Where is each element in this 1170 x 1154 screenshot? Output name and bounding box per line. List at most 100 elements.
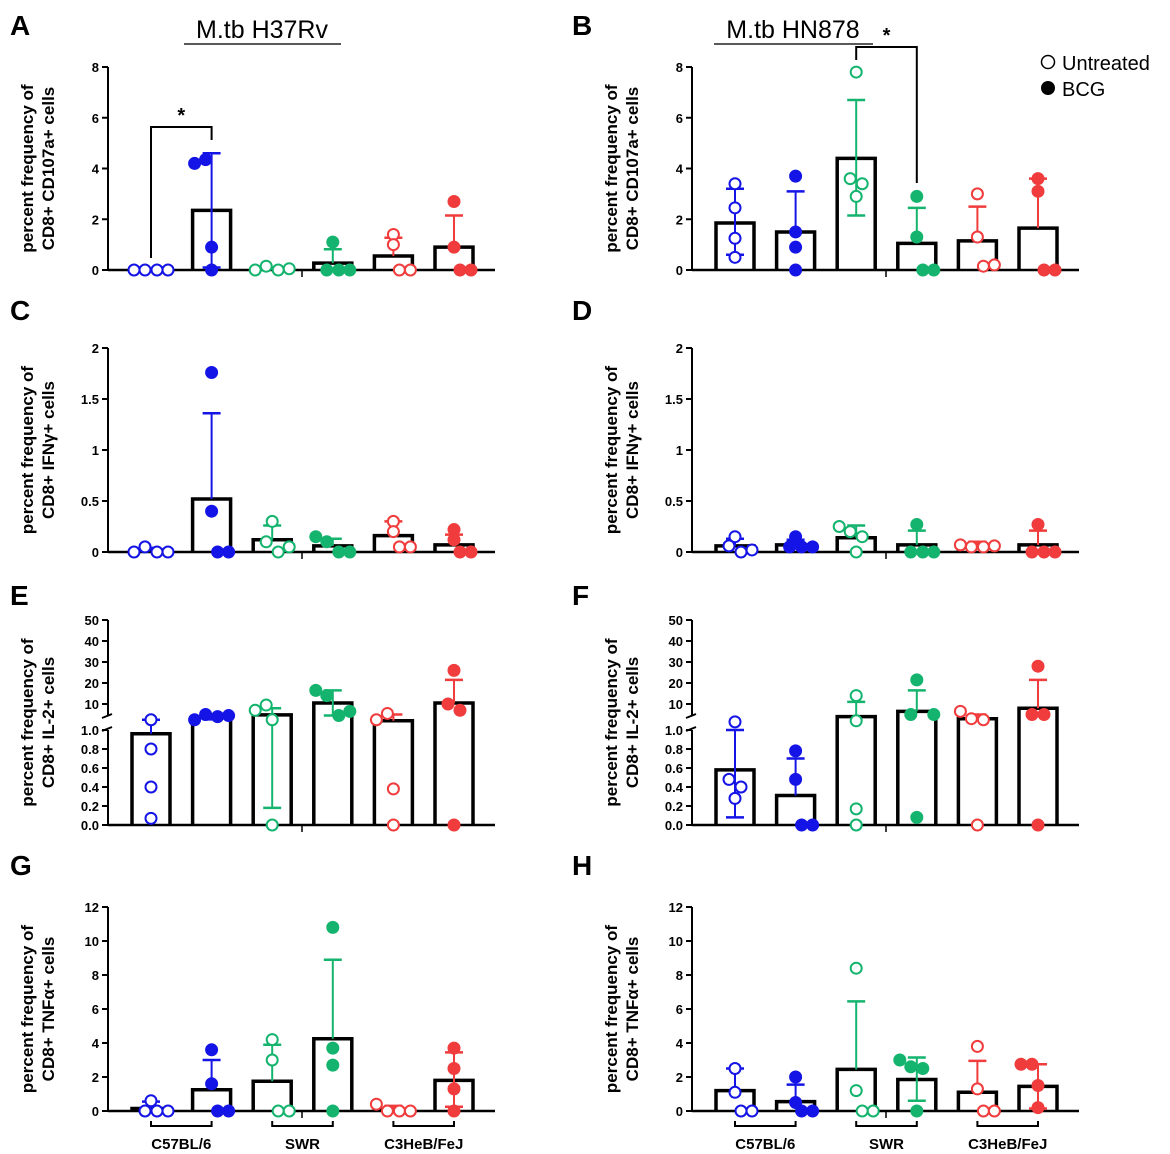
data-point [843,172,857,186]
data-point [832,520,846,533]
x-category-label: C57BL/6 [151,1136,211,1153]
data-point [326,920,340,934]
data-point [916,545,930,559]
data-point [722,539,736,553]
y-tick-label: 1.5 [665,392,683,407]
data-point [326,1104,340,1118]
x-category-label: SWR [869,1136,904,1153]
data-point [789,1070,803,1084]
data-point [326,1041,340,1055]
y-tick-label: 0 [676,1104,683,1119]
y-tick-label: 0.4 [81,780,100,795]
data-point [403,1104,417,1118]
y-tick-label: 2 [676,341,683,356]
y-tick-label: 1.0 [665,723,683,738]
y-tick-label: 0.2 [665,799,683,814]
strain-bracket [392,1121,455,1127]
data-point [970,187,984,201]
strain-bracket [271,1121,334,1127]
y-tick-label: 0.0 [665,818,683,833]
y-tick-label: 6 [676,1002,683,1017]
y-tick-label: 0.6 [665,761,683,776]
data-point [910,673,924,687]
data-point [464,263,478,277]
bar-group [248,698,293,832]
bar-group [190,365,236,559]
data-point [849,545,863,559]
panel-letter: B [572,10,592,41]
y-axis-label: percent frequency of [18,84,37,252]
data-point [953,704,967,718]
data-point [789,744,803,758]
bar-group [372,227,417,277]
data-point [447,533,461,547]
data-point [144,1094,158,1108]
data-point [843,525,857,539]
data-point [150,545,164,559]
data-point [1031,1079,1045,1092]
bar-group [251,514,296,559]
y-tick-label: 1 [92,443,99,458]
bar [1017,706,1059,825]
data-point [1031,818,1045,832]
data-point [282,540,296,554]
data-point [795,1104,809,1118]
y-tick-label: 0.2 [81,799,99,814]
data-point [855,1104,869,1118]
data-point [734,780,748,794]
bar [312,701,354,825]
significance-bracket [855,46,918,183]
data-point [1037,545,1051,559]
bar-group [714,1062,759,1118]
data-point [199,708,213,721]
data-point [789,263,803,277]
bar-group [896,673,941,825]
bar-group [774,744,820,832]
y-tick-label: 40 [85,634,99,649]
bar-group [835,65,877,270]
bar-group [893,1053,938,1118]
data-point [282,1104,296,1118]
data-point [976,259,990,273]
y-tick-label: 2 [676,1070,683,1085]
bar-group [832,520,877,559]
y-tick-label: 8 [676,968,683,983]
y-axis-label: percent frequency of [602,84,621,252]
data-point [127,545,141,559]
data-point [910,189,924,203]
bar-group [433,523,478,559]
data-point [271,1104,285,1118]
data-point [386,525,400,539]
data-point [259,698,273,712]
bar-group [953,538,1001,554]
data-point [976,713,990,727]
data-point [211,545,225,559]
y-tick-label: 20 [85,676,99,691]
data-point [320,263,334,277]
bar [433,701,475,825]
bar-group [1017,172,1062,277]
legend: Untreated BCG [1040,53,1150,101]
y-tick-label: 0.6 [81,761,99,776]
data-point [441,697,455,711]
axis-break-mark [101,713,113,732]
bar-group [309,530,357,559]
bar-group [433,1041,475,1118]
data-point [265,1033,279,1047]
y-tick-label: 4 [676,162,684,177]
data-point [464,545,478,559]
y-tick-label: 1.0 [81,723,99,738]
data-point [927,263,941,277]
significance-label: * [883,25,891,47]
bar-group [312,920,354,1118]
data-point [380,1104,394,1118]
data-point [728,201,742,215]
data-point [144,811,158,825]
strain-bracket [976,1121,1039,1127]
data-point [745,1104,759,1118]
bar-group [372,514,417,554]
data-point [849,1084,863,1098]
data-point [248,703,262,717]
data-point [728,231,742,245]
y-tick-label: 2 [92,212,99,227]
